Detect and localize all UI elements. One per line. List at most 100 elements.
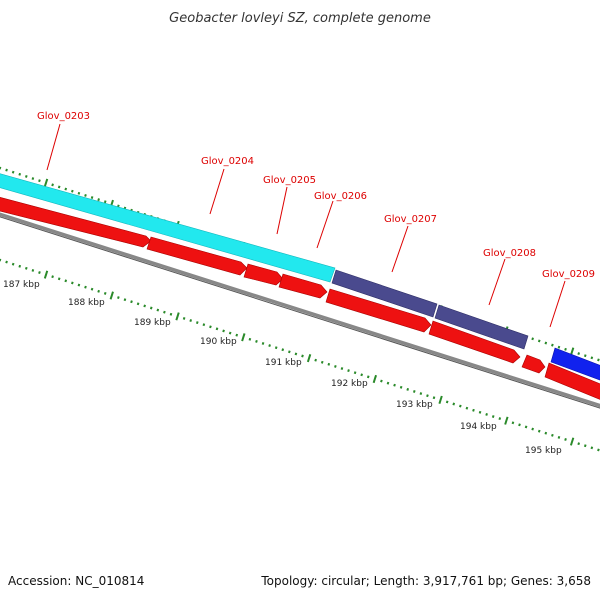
minor-tick <box>64 279 68 283</box>
cds-arrow-1[interactable] <box>0 192 152 248</box>
minor-tick <box>531 427 534 431</box>
minor-tick <box>24 266 28 270</box>
cds-arrow-7[interactable] <box>521 354 546 374</box>
minor-tick <box>544 431 548 435</box>
purple-feature-bar-1[interactable] <box>331 269 438 318</box>
gene-label-glov-0206[interactable]: Glov_0206 <box>314 191 367 202</box>
minor-tick <box>314 358 317 362</box>
kbp-label: 191 kbp <box>265 358 302 368</box>
cyan-feature-bar[interactable] <box>0 168 336 283</box>
minor-tick <box>215 327 219 331</box>
cds-arrow-8[interactable] <box>544 362 600 406</box>
minor-tick <box>123 298 127 302</box>
minor-tick <box>551 343 554 347</box>
minor-tick <box>57 277 61 281</box>
minor-tick <box>228 331 232 335</box>
minor-tick <box>557 435 561 439</box>
gene-leader-line <box>488 258 506 306</box>
kbp-label: 192 kbp <box>331 379 368 389</box>
minor-tick <box>518 423 521 427</box>
kbp-label: 190 kbp <box>200 337 237 347</box>
major-tick <box>43 270 49 279</box>
cds-arrow-4[interactable] <box>278 273 328 299</box>
cds-arrow-3[interactable] <box>243 263 284 286</box>
kbp-label: 195 kbp <box>525 446 562 456</box>
minor-tick <box>103 291 107 295</box>
kbp-label: 189 kbp <box>134 318 171 328</box>
minor-tick <box>491 415 495 418</box>
minor-tick <box>90 287 94 291</box>
minor-tick <box>24 174 28 178</box>
minor-tick <box>288 350 291 354</box>
blue-feature-bar[interactable] <box>550 347 600 386</box>
minor-tick <box>544 341 548 345</box>
gene-leader-line <box>549 280 566 328</box>
kbp-labels: 187 kbp 188 kbp 189 kbp 190 kbp 191 kbp … <box>3 280 562 456</box>
minor-tick <box>77 191 81 195</box>
minor-tick <box>195 321 199 325</box>
gene-label-glov-0204[interactable]: Glov_0204 <box>201 156 254 167</box>
gene-leader-line <box>391 225 409 273</box>
minor-tick <box>590 356 594 360</box>
major-tick <box>504 416 509 425</box>
minor-tick <box>472 408 475 412</box>
minor-tick <box>327 362 331 366</box>
gene-labels: Glov_0203 Glov_0204 Glov_0205 Glov_0206 … <box>37 111 595 328</box>
minor-tick <box>380 379 383 383</box>
minor-tick <box>551 433 554 437</box>
minor-tick <box>406 387 410 391</box>
minor-tick <box>64 187 68 191</box>
genome-backbone <box>0 212 600 408</box>
minor-tick <box>71 189 74 193</box>
minor-tick <box>386 381 390 385</box>
minor-tick <box>399 385 403 389</box>
minor-tick <box>577 352 581 356</box>
minor-tick <box>156 308 160 312</box>
gene-label-glov-0208[interactable]: Glov_0208 <box>483 248 536 259</box>
minor-tick <box>189 319 193 322</box>
purple-feature-bar-2[interactable] <box>434 304 529 350</box>
gene-label-glov-0207[interactable]: Glov_0207 <box>384 214 437 225</box>
gene-label-glov-0203[interactable]: Glov_0203 <box>37 111 90 122</box>
gene-label-glov-0209[interactable]: Glov_0209 <box>542 269 595 280</box>
minor-tick <box>202 323 206 327</box>
minor-tick <box>393 383 396 387</box>
major-tick <box>175 312 180 321</box>
minor-tick <box>84 193 87 197</box>
minor-tick <box>136 302 140 306</box>
lower-tick-ring <box>0 258 600 452</box>
minor-tick <box>557 345 561 349</box>
genome-backbone-shadow <box>0 216 600 409</box>
accession-text: Accession: NC_010814 <box>8 574 144 588</box>
minor-tick <box>143 304 146 308</box>
minor-tick <box>485 412 488 416</box>
minor-tick <box>71 281 74 285</box>
cds-arrow-2[interactable] <box>146 236 248 276</box>
minor-tick <box>117 296 120 300</box>
minor-tick <box>38 271 41 274</box>
minor-tick <box>353 371 357 375</box>
minor-tick <box>163 310 166 314</box>
minor-tick <box>597 358 600 362</box>
cds-arrow-5[interactable] <box>325 288 432 333</box>
major-tick <box>372 374 378 384</box>
minor-tick <box>18 172 22 176</box>
minor-tick <box>531 337 534 341</box>
minor-tick <box>537 429 541 433</box>
gene-leader-line <box>209 168 225 215</box>
minor-tick <box>597 448 600 452</box>
gene-leader-line <box>316 200 334 249</box>
minor-tick <box>465 406 469 410</box>
minor-tick <box>334 364 337 368</box>
major-tick <box>306 353 312 363</box>
kbp-label: 188 kbp <box>68 298 105 308</box>
minor-tick <box>498 417 502 421</box>
minor-tick <box>130 300 133 304</box>
cds-track <box>0 192 600 406</box>
gene-label-glov-0205[interactable]: Glov_0205 <box>263 175 316 186</box>
cds-arrow-6[interactable] <box>428 320 521 364</box>
minor-tick <box>169 312 173 316</box>
minor-tick <box>459 404 462 408</box>
minor-tick <box>445 400 449 404</box>
minor-tick <box>524 425 528 429</box>
